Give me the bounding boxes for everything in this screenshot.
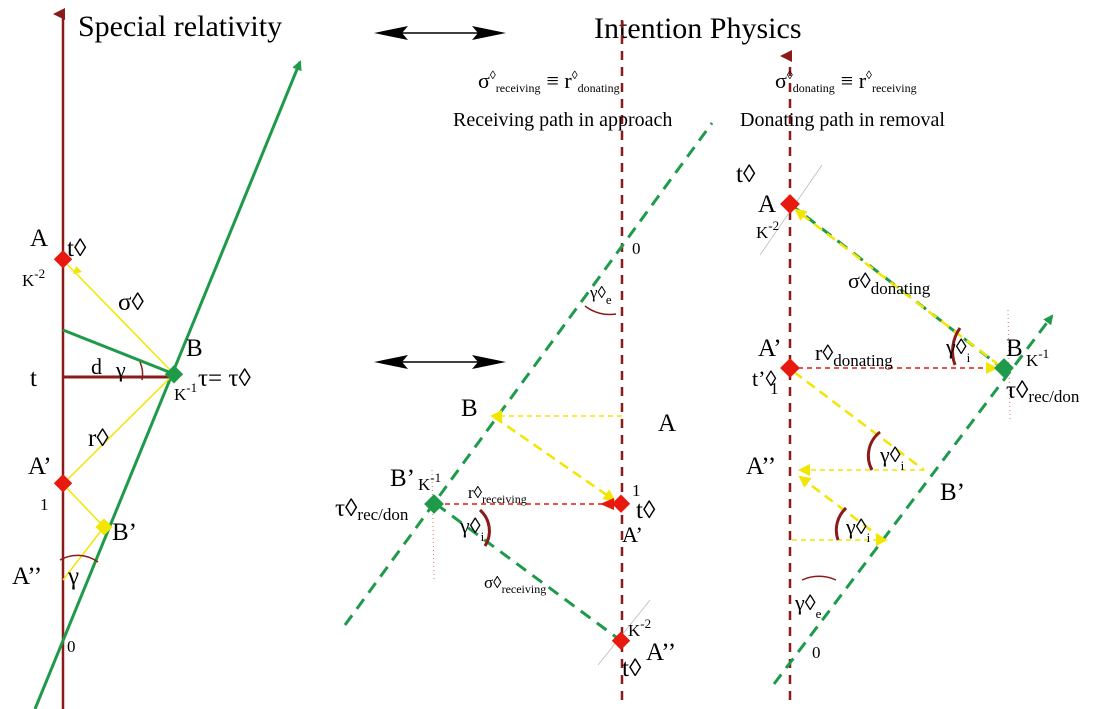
label-t-diamond-right: t◊ xyxy=(736,161,756,188)
label-gamma-i3-right: γ◊i xyxy=(845,514,871,545)
label-d: d xyxy=(91,354,102,379)
event-b1-marker xyxy=(95,518,113,536)
observer-b1-marker xyxy=(424,494,444,514)
event-a1-marker-mid xyxy=(611,494,631,513)
event-a2-marker-mid xyxy=(611,631,631,650)
gamma-arc-bottom xyxy=(59,554,99,563)
ray-b-a1 xyxy=(493,415,616,502)
event-a1-marker-right xyxy=(780,358,800,378)
label-t-bottom-mid: t◊ xyxy=(622,655,642,682)
label-zero-mid: 0 xyxy=(632,239,641,258)
label-k-2-mid: K-2 xyxy=(628,616,651,640)
label-tau: τ= τ◊ xyxy=(198,365,251,392)
ray-b2-a2 xyxy=(798,475,885,541)
gamma-i-arc-right-2 xyxy=(866,430,881,471)
label-one: 1 xyxy=(40,495,49,514)
right-panel: σ◊donating ≡ r◊receiving Donating path in… xyxy=(736,50,1080,700)
label-k-1-mid: K-1 xyxy=(418,470,441,494)
label-sigma-donating: σ◊donating xyxy=(848,268,931,298)
label-t: t xyxy=(30,365,37,392)
label-k-2-right: K-2 xyxy=(756,218,779,242)
header-receiving: σ◊receiving ≡ r◊donating xyxy=(478,68,620,95)
label-gamma-bottom: γ xyxy=(67,563,79,590)
observer-b-marker-right xyxy=(994,358,1014,378)
label-b-prime: B’ xyxy=(112,519,137,546)
ray-a1-b1 xyxy=(62,483,105,528)
observer-b-marker xyxy=(164,365,184,384)
title-special-relativity: Special relativity xyxy=(78,10,282,43)
ray-a2-b1 xyxy=(62,526,105,581)
label-r-donating: r◊donating xyxy=(815,340,893,370)
label-r-receiving: r◊receiving xyxy=(468,483,527,506)
double-arrow-middle xyxy=(374,355,506,369)
gamma-e-arc xyxy=(584,305,617,316)
label-b-prime-right: B’ xyxy=(940,479,965,506)
left-panel: A t◊ K-2 σ◊ B d γ t τ= τ◊ K-1 r◊ A’ 1 B’… xyxy=(12,8,302,709)
title-intention-physics: Intention Physics xyxy=(594,12,802,45)
label-a-right: A xyxy=(758,191,776,218)
middle-panel: σ◊receiving ≡ r◊donating Receiving path i… xyxy=(335,20,714,700)
header-donating: σ◊donating ≡ r◊receiving xyxy=(775,68,917,95)
label-zero-right: 0 xyxy=(812,643,821,662)
label-one-mid: 1 xyxy=(632,481,641,500)
label-b-mid: B xyxy=(461,395,478,422)
tick-b1 xyxy=(431,469,435,581)
label-gamma-e: γ◊e xyxy=(589,283,612,307)
label-a-double-prime-right: A’’ xyxy=(746,453,776,480)
label-sigma-receiving: σ◊receiving xyxy=(484,573,546,596)
label-gamma-i2-right: γ◊i xyxy=(879,442,905,473)
ray-a1-b1 xyxy=(793,371,925,471)
label-a-double-prime-mid: A’’ xyxy=(646,639,676,666)
label-a-prime-mid: A’ xyxy=(622,522,643,547)
observer-world-line xyxy=(33,60,302,709)
label-t-diamond-mid: t◊ xyxy=(636,497,656,524)
r-ray xyxy=(62,373,175,485)
label-gamma-i-mid: γ◊i xyxy=(459,513,485,544)
ray-b-a xyxy=(794,208,1001,367)
label-t-prime: t’◊ xyxy=(752,366,776,391)
receiving-path xyxy=(343,122,714,626)
label-k-1: K-1 xyxy=(174,380,197,404)
label-gamma-i-right: γ◊i xyxy=(945,334,971,365)
label-a-mid: A xyxy=(658,410,676,437)
label-a-double-prime: A’’ xyxy=(12,563,42,590)
label-one-right: 1 xyxy=(770,379,779,398)
gamma-i-arc-right-3 xyxy=(834,506,848,541)
sigma-ray xyxy=(62,259,175,375)
label-sigma: σ◊ xyxy=(118,289,144,316)
donating-path xyxy=(772,314,1054,685)
gamma-i-arc-right xyxy=(951,327,962,366)
gamma-arc-b xyxy=(139,361,144,381)
label-a-prime-right: A’ xyxy=(758,335,782,362)
label-tau-right: τ◊rec/don xyxy=(1006,377,1080,406)
label-k-1-right: K-1 xyxy=(1026,346,1049,370)
sigma-receiving-line xyxy=(435,502,621,642)
label-b: B xyxy=(186,335,203,362)
gamma-i-arc xyxy=(478,508,491,547)
gamma-e-arc-right xyxy=(801,575,837,581)
label-zero: 0 xyxy=(67,637,76,656)
simultaneity-line xyxy=(62,328,175,376)
label-k-2: K-2 xyxy=(22,266,45,290)
label-tau-mid: τ◊rec/don xyxy=(335,495,409,524)
double-arrow-top xyxy=(374,26,506,40)
label-a-prime: A’ xyxy=(28,453,52,480)
label-b-right: B xyxy=(1006,335,1023,362)
caption-receiving: Receiving path in approach xyxy=(453,109,672,131)
label-b-prime-mid: B’ xyxy=(390,465,415,492)
label-gamma: γ xyxy=(115,357,126,382)
tick-a2 xyxy=(597,599,651,666)
caption-donating: Donating path in removal xyxy=(740,109,945,131)
label-a: A xyxy=(30,225,48,252)
label-t-diamond: t◊ xyxy=(67,235,87,262)
label-gamma-e-right: γ◊e xyxy=(794,590,822,621)
label-r: r◊ xyxy=(88,425,109,452)
